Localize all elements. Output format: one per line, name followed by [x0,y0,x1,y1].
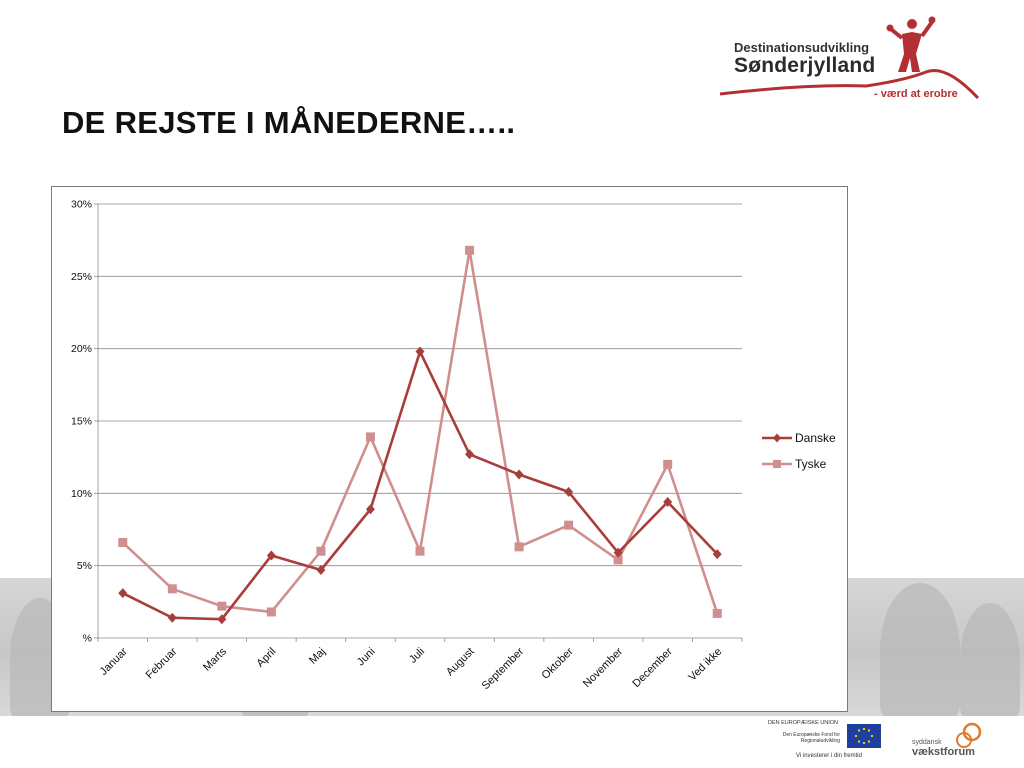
y-tick-label: 20% [71,343,92,355]
data-point-tyske [316,546,326,556]
x-tick-label: September [480,645,527,692]
data-point-danske [663,497,673,508]
y-tick-label: 25% [71,271,92,283]
y-tick-label: 15% [71,416,92,428]
data-point-danske [613,547,623,558]
x-tick-label: November [581,645,626,690]
data-point-danske [564,486,574,497]
data-point-tyske [613,555,623,565]
vaekstforum-rings-icon [956,722,982,748]
x-tick-label: Juni [355,646,378,669]
eu-fund: Den Europæiske Fond for Regionaludviklin… [782,732,840,744]
logo-line2: Sønderjylland [734,54,876,77]
data-point-tyske [465,245,475,255]
data-point-danske [316,565,326,576]
data-point-tyske [118,538,128,548]
y-tick-label: 5% [77,560,92,572]
line-chart: % 5% 10% 15% 20% 25% 30% Januar Februar Marts Apri… [71,199,836,693]
legend-marker-danske [773,433,781,443]
data-point-tyske [217,601,227,611]
x-tick-label: Maj [307,646,328,667]
x-tick-label: Februar [144,645,180,681]
legend-label: Tyske [795,457,827,471]
eu-flag-icon [847,724,881,748]
data-point-tyske [564,520,574,530]
series-line-tyske [121,248,719,614]
eu-logo: DEN EUROPÆISKE UNION Den Europæiske Fond… [766,720,886,762]
data-point-tyske [663,459,673,469]
y-tick-label: % [83,633,92,645]
eu-slogan: Vi investerer i din fremtid [796,753,862,759]
y-tick-label: 10% [71,488,92,500]
x-tick-label: Januar [98,645,131,678]
logo-swoosh-icon [719,16,980,100]
data-point-danske [465,449,475,460]
data-point-danske [118,588,128,599]
data-point-danske [514,469,524,480]
data-point-tyske [514,542,524,552]
legend-label: Danske [795,431,836,445]
data-point-danske [365,504,375,515]
x-tick-label: Juli [407,646,427,666]
legend-marker-tyske [773,460,781,468]
logo-tagline: - værd at erobre [874,88,958,100]
x-tick-label: Oktober [540,645,576,681]
data-point-tyske [712,608,722,618]
logo-line1: Destinationsudvikling [734,40,870,55]
chart-frame: % 5% 10% 15% 20% 25% 30% Januar Februar Marts Apri… [51,186,848,712]
eu-title: DEN EUROPÆISKE UNION [768,720,838,726]
series-line-danske [122,350,719,621]
vaekstforum-logo: syddansk vækstforum [910,718,1010,762]
data-point-tyske [415,546,425,556]
data-point-tyske [266,607,276,617]
data-point-danske [415,346,425,357]
vaekstforum-small: syddansk [912,739,942,746]
data-point-danske [266,550,276,561]
destination-logo: Destinationsudvikling Sønderjylland - væ… [716,14,982,104]
data-point-danske [167,612,177,623]
data-point-tyske [167,584,177,594]
slide-title: DE REJSTE I MÅNEDERNE….. [62,105,516,140]
x-tick-label: August [444,646,477,679]
data-point-tyske [365,432,375,442]
x-tick-label: Ved ikke [686,646,724,684]
x-tick-label: Marts [201,645,229,673]
y-tick-label: 30% [71,199,92,211]
x-tick-label: December [630,645,675,690]
data-point-danske [217,614,227,625]
data-point-danske [712,549,722,560]
x-tick-label: April [254,646,278,670]
vaekstforum-big: vækstforum [912,746,975,758]
